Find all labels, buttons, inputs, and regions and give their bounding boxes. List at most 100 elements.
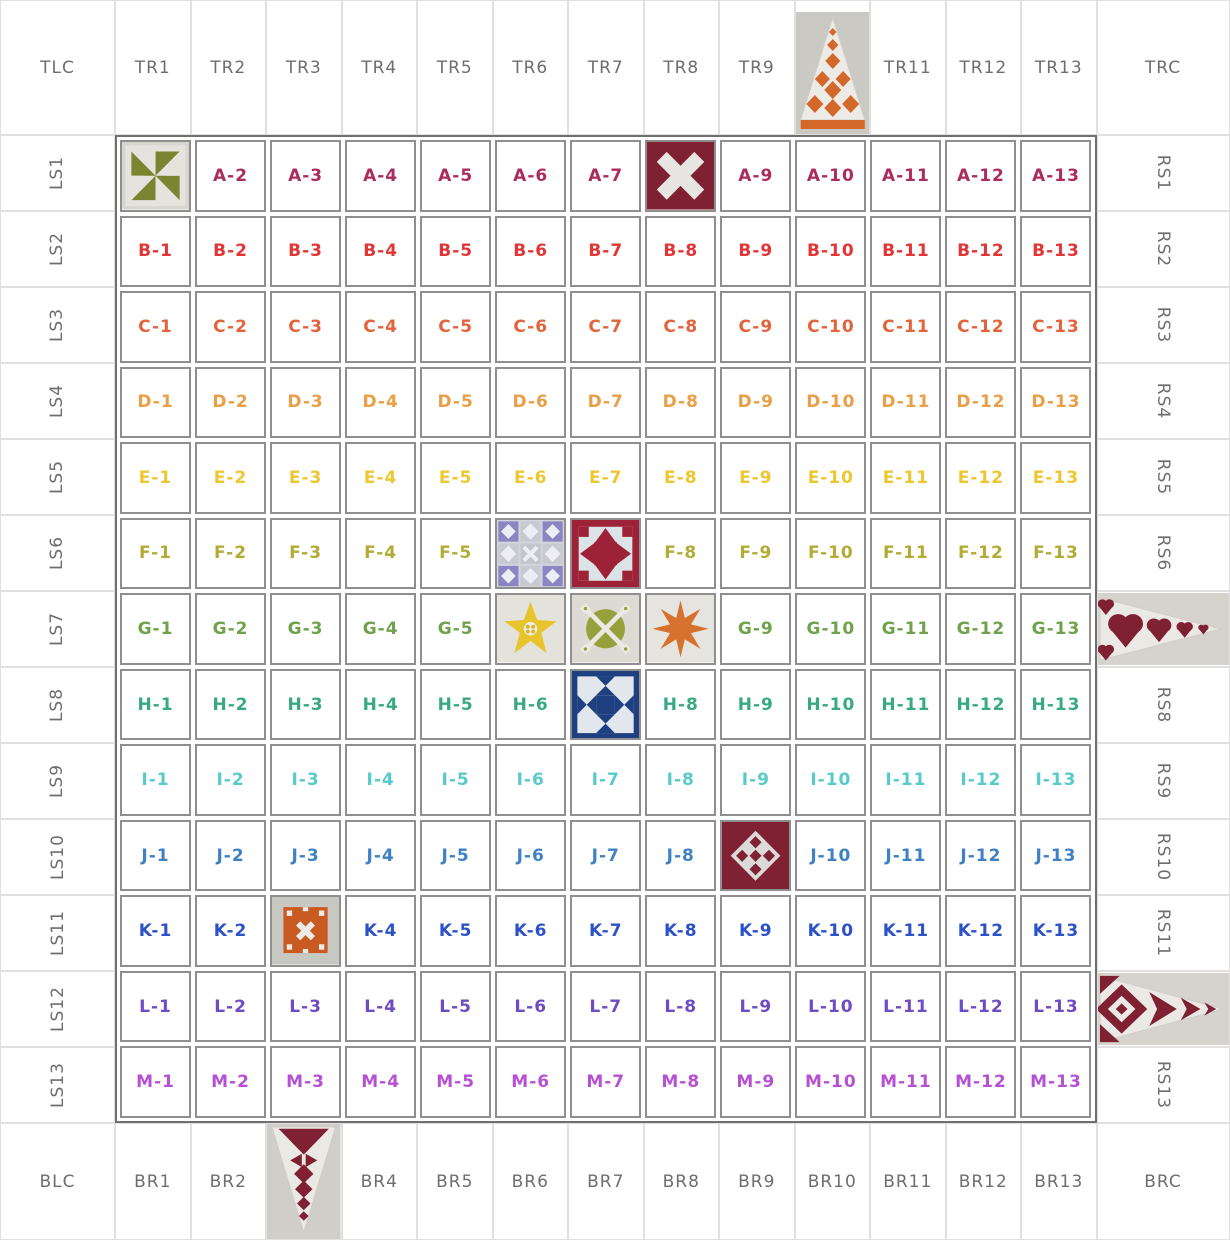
- grid-cell-F-1[interactable]: F-1: [120, 517, 192, 590]
- grid-cell-G-9[interactable]: G-9: [720, 593, 792, 665]
- grid-cell-B-1[interactable]: B-1: [120, 215, 192, 288]
- bottom-label-BRC[interactable]: BRC: [1096, 1123, 1230, 1240]
- bottom-label-BR8[interactable]: BR8: [643, 1123, 719, 1240]
- grid-cell-E-2[interactable]: E-2: [195, 442, 267, 514]
- right-label-RS2[interactable]: RS2: [1096, 211, 1230, 287]
- grid-cell-E-13[interactable]: E-13: [1020, 442, 1092, 514]
- grid-cell-L-10[interactable]: L-10: [795, 970, 867, 1043]
- left-label-LS5[interactable]: LS5: [0, 439, 115, 515]
- quilt-block-cell-A-1[interactable]: [120, 140, 192, 212]
- grid-cell-E-8[interactable]: E-8: [645, 442, 717, 514]
- grid-cell-K-12[interactable]: K-12: [945, 895, 1017, 967]
- quilt-block-cell-H-7[interactable]: [570, 668, 642, 741]
- grid-cell-B-7[interactable]: B-7: [570, 215, 642, 288]
- grid-cell-L-7[interactable]: L-7: [570, 970, 642, 1043]
- grid-cell-K-13[interactable]: K-13: [1020, 895, 1092, 967]
- grid-cell-K-10[interactable]: K-10: [795, 895, 867, 967]
- top-label-TR12[interactable]: TR12: [945, 0, 1021, 135]
- grid-cell-K-9[interactable]: K-9: [720, 895, 792, 967]
- quilt-block-cell-A-8[interactable]: [645, 140, 717, 212]
- grid-cell-J-8[interactable]: J-8: [645, 819, 717, 892]
- grid-cell-E-12[interactable]: E-12: [945, 442, 1017, 514]
- quilt-block-cell-J-9[interactable]: [720, 819, 792, 892]
- grid-cell-G-3[interactable]: G-3: [270, 593, 342, 665]
- grid-cell-B-3[interactable]: B-3: [270, 215, 342, 288]
- grid-cell-A-11[interactable]: A-11: [870, 140, 942, 212]
- bottom-label-BR7[interactable]: BR7: [568, 1123, 644, 1240]
- bottom-label-BR10[interactable]: BR10: [794, 1123, 870, 1240]
- grid-cell-M-6[interactable]: M-6: [495, 1046, 567, 1118]
- grid-cell-A-6[interactable]: A-6: [495, 140, 567, 212]
- grid-cell-F-11[interactable]: F-11: [870, 517, 942, 590]
- right-slot-7-quilt-image-slot[interactable]: [1096, 591, 1230, 667]
- top-label-TR2[interactable]: TR2: [190, 0, 266, 135]
- grid-cell-M-7[interactable]: M-7: [570, 1046, 642, 1118]
- grid-cell-C-12[interactable]: C-12: [945, 291, 1017, 363]
- grid-cell-F-3[interactable]: F-3: [270, 517, 342, 590]
- grid-cell-M-3[interactable]: M-3: [270, 1046, 342, 1118]
- grid-cell-B-12[interactable]: B-12: [945, 215, 1017, 288]
- quilt-block-cell-G-7[interactable]: [570, 593, 642, 665]
- grid-cell-M-13[interactable]: M-13: [1020, 1046, 1092, 1118]
- grid-cell-E-1[interactable]: E-1: [120, 442, 192, 514]
- grid-cell-D-11[interactable]: D-11: [870, 366, 942, 439]
- grid-cell-D-4[interactable]: D-4: [345, 366, 417, 439]
- grid-cell-I-8[interactable]: I-8: [645, 744, 717, 816]
- grid-cell-L-13[interactable]: L-13: [1020, 970, 1092, 1043]
- grid-cell-F-4[interactable]: F-4: [345, 517, 417, 590]
- grid-cell-B-9[interactable]: B-9: [720, 215, 792, 288]
- grid-cell-F-2[interactable]: F-2: [195, 517, 267, 590]
- top-label-TR7[interactable]: TR7: [568, 0, 644, 135]
- grid-cell-A-10[interactable]: A-10: [795, 140, 867, 212]
- left-label-LS3[interactable]: LS3: [0, 287, 115, 363]
- top-label-TR5[interactable]: TR5: [417, 0, 493, 135]
- quilt-block-cell-G-6[interactable]: [495, 593, 567, 665]
- bottom-label-BR9[interactable]: BR9: [719, 1123, 795, 1240]
- quilt-block-cell-G-8[interactable]: [645, 593, 717, 665]
- grid-cell-J-5[interactable]: J-5: [420, 819, 492, 892]
- grid-cell-B-13[interactable]: B-13: [1020, 215, 1092, 288]
- grid-cell-H-10[interactable]: H-10: [795, 668, 867, 741]
- grid-cell-C-1[interactable]: C-1: [120, 291, 192, 363]
- right-label-RS5[interactable]: RS5: [1096, 439, 1230, 515]
- grid-cell-D-8[interactable]: D-8: [645, 366, 717, 439]
- grid-cell-J-6[interactable]: J-6: [495, 819, 567, 892]
- top-slot-10-quilt-image-slot[interactable]: [794, 0, 870, 135]
- top-label-TRC[interactable]: TRC: [1096, 0, 1230, 135]
- grid-cell-G-2[interactable]: G-2: [195, 593, 267, 665]
- grid-cell-H-3[interactable]: H-3: [270, 668, 342, 741]
- bottom-label-BR11[interactable]: BR11: [870, 1123, 946, 1240]
- grid-cell-M-9[interactable]: M-9: [720, 1046, 792, 1118]
- grid-cell-F-8[interactable]: F-8: [645, 517, 717, 590]
- grid-cell-M-11[interactable]: M-11: [870, 1046, 942, 1118]
- bottom-label-BR6[interactable]: BR6: [492, 1123, 568, 1240]
- right-label-RS8[interactable]: RS8: [1096, 667, 1230, 743]
- grid-cell-F-9[interactable]: F-9: [720, 517, 792, 590]
- bottom-label-BLC[interactable]: BLC: [0, 1123, 115, 1240]
- grid-cell-K-1[interactable]: K-1: [120, 895, 192, 967]
- grid-cell-K-8[interactable]: K-8: [645, 895, 717, 967]
- grid-cell-C-3[interactable]: C-3: [270, 291, 342, 363]
- grid-cell-M-10[interactable]: M-10: [795, 1046, 867, 1118]
- grid-cell-K-6[interactable]: K-6: [495, 895, 567, 967]
- grid-cell-H-6[interactable]: H-6: [495, 668, 567, 741]
- grid-cell-B-8[interactable]: B-8: [645, 215, 717, 288]
- top-label-TR13[interactable]: TR13: [1021, 0, 1097, 135]
- grid-cell-B-6[interactable]: B-6: [495, 215, 567, 288]
- grid-cell-J-7[interactable]: J-7: [570, 819, 642, 892]
- right-label-RS11[interactable]: RS11: [1096, 895, 1230, 971]
- right-label-RS6[interactable]: RS6: [1096, 515, 1230, 591]
- grid-cell-L-9[interactable]: L-9: [720, 970, 792, 1043]
- grid-cell-M-5[interactable]: M-5: [420, 1046, 492, 1118]
- grid-cell-I-3[interactable]: I-3: [270, 744, 342, 816]
- left-label-LS6[interactable]: LS6: [0, 515, 115, 591]
- left-label-LS8[interactable]: LS8: [0, 667, 115, 743]
- grid-cell-J-2[interactable]: J-2: [195, 819, 267, 892]
- right-label-RS13[interactable]: RS13: [1096, 1047, 1230, 1123]
- right-label-RS9[interactable]: RS9: [1096, 743, 1230, 819]
- left-label-LS9[interactable]: LS9: [0, 743, 115, 819]
- grid-cell-D-9[interactable]: D-9: [720, 366, 792, 439]
- grid-cell-D-3[interactable]: D-3: [270, 366, 342, 439]
- grid-cell-D-13[interactable]: D-13: [1020, 366, 1092, 439]
- grid-cell-D-10[interactable]: D-10: [795, 366, 867, 439]
